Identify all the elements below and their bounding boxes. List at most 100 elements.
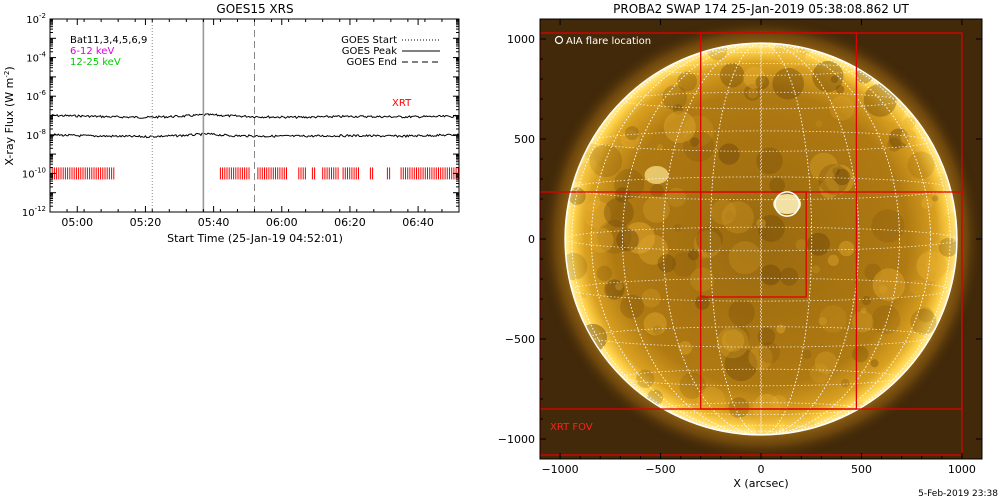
- dark-region: [718, 143, 740, 165]
- dark-region: [938, 237, 957, 257]
- dark-region: [604, 279, 625, 300]
- dark-region: [841, 378, 850, 388]
- goes-xrs-chart: GOES15 XRS 05:00 05:20 05:40 06:00 06:20 06:4…: [3, 2, 460, 245]
- bright-region: [811, 265, 821, 274]
- dark-region: [728, 397, 750, 418]
- xrt-fov-box: [540, 191, 963, 456]
- dark-region: [918, 307, 934, 323]
- dark-region: [871, 305, 901, 335]
- dark-region: [620, 294, 644, 319]
- swap-x-tick-label: 500: [851, 463, 872, 476]
- dark-region: [728, 299, 755, 326]
- dark-region: [625, 126, 639, 141]
- dark-region: [673, 223, 682, 232]
- xrt-fov-box: [700, 32, 858, 410]
- bright-region: [663, 111, 696, 143]
- active-region: [644, 166, 669, 184]
- longitude-line: [591, 43, 932, 435]
- bright-region: [643, 196, 670, 223]
- footer-date: 5-Feb-2019 23:38: [918, 489, 998, 499]
- goes-flux-line: [50, 132, 459, 139]
- dark-region: [695, 295, 710, 310]
- dark-region: [757, 214, 785, 242]
- bright-region: [721, 329, 745, 352]
- aia-legend-marker: [554, 35, 564, 45]
- bright-region: [878, 284, 888, 294]
- dark-region: [725, 325, 750, 350]
- swap-y-tick-label: 0: [528, 233, 535, 246]
- bright-region: [637, 234, 669, 265]
- bright-region: [878, 95, 906, 123]
- dark-region: [807, 232, 830, 256]
- dark-region: [744, 84, 761, 101]
- bright-region: [921, 197, 933, 210]
- bright-region: [623, 222, 655, 254]
- bright-region: [581, 291, 588, 298]
- swap-title: PROBA2 SWAP 174 25-Jan-2019 05:38:08.862…: [613, 2, 909, 16]
- bright-region: [809, 363, 830, 383]
- dark-region: [652, 325, 662, 335]
- bright-region: [747, 88, 758, 99]
- legend-6-12-kev: 6-12 keV: [70, 46, 114, 57]
- bright-region: [809, 152, 838, 181]
- dark-region: [907, 151, 935, 179]
- bright-region: [909, 279, 925, 295]
- dark-region: [833, 168, 851, 186]
- aia-flare-marker: [774, 191, 800, 217]
- y-tick-label: 10-12: [22, 205, 46, 219]
- dark-region: [724, 348, 758, 382]
- y-tick-label: 10-8: [26, 128, 46, 142]
- dark-region: [690, 137, 700, 147]
- bright-region: [925, 258, 941, 274]
- dark-region: [616, 228, 639, 252]
- bright-region: [743, 66, 766, 89]
- dark-region: [662, 85, 688, 110]
- solar-disk: [565, 43, 957, 435]
- bright-region: [690, 267, 715, 292]
- swap-x-tick-label: −500: [645, 463, 675, 476]
- active-region: [773, 194, 802, 214]
- dark-region: [864, 263, 882, 281]
- dark-region: [603, 197, 634, 228]
- dark-region: [696, 225, 723, 253]
- goes-flux-line: [50, 113, 459, 120]
- aia-flare-circle: [774, 191, 800, 217]
- bright-region: [818, 317, 827, 326]
- bright-region: [872, 268, 906, 302]
- dark-region: [760, 264, 781, 286]
- bright-region: [583, 200, 611, 229]
- solar-surface-features: [565, 43, 957, 435]
- dark-region: [596, 265, 612, 282]
- bright-region: [819, 305, 847, 333]
- xrt-fov-label: XRT FOV: [550, 422, 593, 433]
- dark-region: [606, 280, 624, 298]
- dark-region: [887, 137, 902, 152]
- xrt-label: XRT: [392, 98, 412, 109]
- dark-region: [650, 184, 664, 198]
- bright-region: [814, 351, 838, 375]
- dark-region: [932, 195, 939, 202]
- bright-region: [815, 120, 823, 128]
- x-tick-label: 05:40: [198, 216, 230, 229]
- legend-detectors: Bat11,3,4,5,6,9: [70, 35, 147, 46]
- x-tick-label: 05:00: [61, 216, 93, 229]
- bright-region: [776, 324, 786, 334]
- aia-legend-label: AIA flare location: [566, 36, 651, 47]
- bright-region: [752, 393, 781, 422]
- bright-region: [656, 143, 664, 151]
- bright-region: [829, 95, 855, 121]
- solar-limb: [564, 42, 958, 436]
- dark-region: [780, 267, 799, 286]
- bright-region: [819, 179, 839, 199]
- dark-region: [688, 248, 700, 261]
- dark-region: [812, 60, 844, 93]
- dark-region: [724, 211, 734, 221]
- bright-region: [641, 288, 661, 308]
- swap-y-tick-label: −500: [505, 333, 535, 346]
- legend-goes-peak: GOES Peak: [342, 46, 397, 57]
- bright-region: [900, 129, 917, 145]
- longitude-line: [760, 43, 762, 435]
- bright-region: [825, 164, 855, 194]
- dark-region: [756, 147, 783, 175]
